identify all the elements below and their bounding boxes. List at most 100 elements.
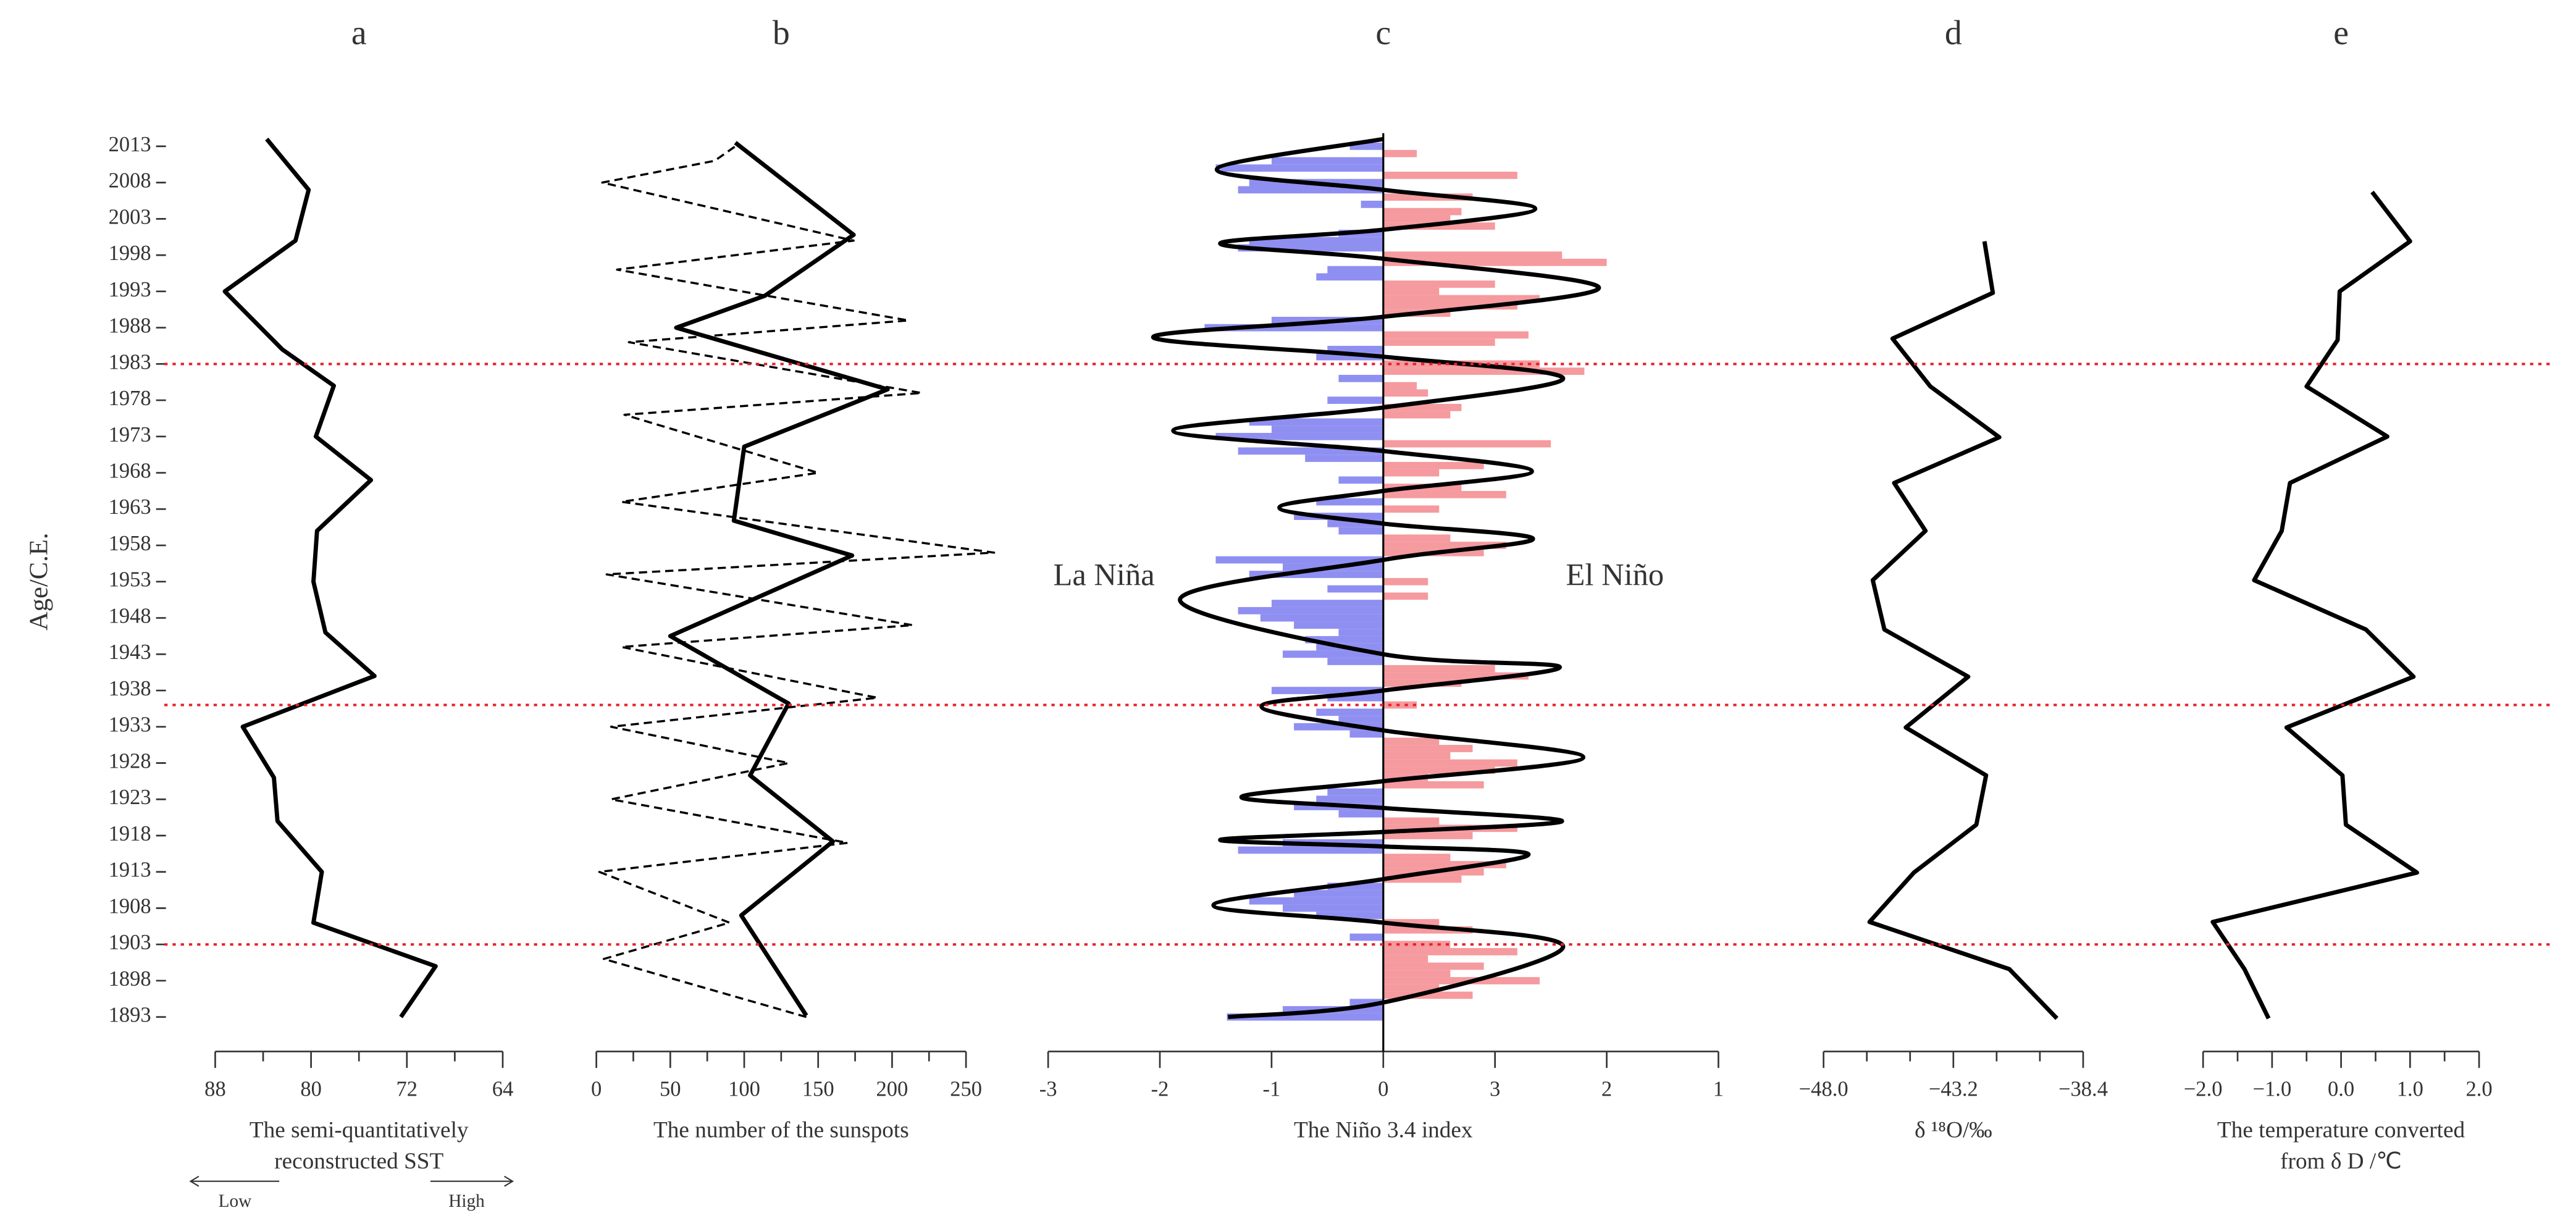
bar — [1249, 237, 1383, 245]
x-axis-label: reconstructed SST — [274, 1149, 443, 1174]
bar — [1383, 984, 1440, 992]
bar — [1383, 367, 1585, 375]
y-tick-label: 1918 — [109, 822, 151, 845]
bar — [1383, 280, 1495, 288]
bar — [1349, 933, 1383, 941]
bar — [1271, 157, 1383, 165]
bar — [1294, 621, 1383, 629]
bar — [1349, 730, 1383, 738]
bar — [1383, 875, 1462, 883]
bar — [1249, 897, 1383, 905]
bar — [1338, 629, 1383, 636]
y-tick-label: 1968 — [109, 459, 151, 483]
bar — [1383, 490, 1506, 498]
bar — [1383, 948, 1517, 955]
bar — [1383, 832, 1473, 839]
bar — [1327, 345, 1383, 353]
x-tick-label: 88 — [204, 1077, 226, 1101]
bar — [1383, 991, 1473, 999]
bar — [1383, 854, 1451, 862]
bar — [1294, 723, 1383, 731]
bar — [1238, 244, 1383, 252]
direction-label: Low — [219, 1191, 252, 1211]
y-tick-label: 1898 — [109, 967, 151, 991]
arrow — [430, 1175, 514, 1187]
bar — [1282, 650, 1383, 658]
bar — [1383, 208, 1462, 216]
bar — [1316, 708, 1383, 716]
bar — [1327, 883, 1383, 891]
bar — [1316, 498, 1383, 506]
bar — [1316, 353, 1383, 361]
x-axis-label: from δ D /℃ — [2280, 1149, 2402, 1174]
series-line — [2210, 190, 2419, 1020]
series-line — [1867, 241, 2059, 1020]
bar — [1383, 411, 1451, 419]
bar — [1327, 788, 1383, 796]
bar — [1238, 186, 1383, 194]
x-tick-label: −1.0 — [2253, 1077, 2292, 1101]
bar — [1383, 338, 1495, 346]
bar — [1361, 200, 1383, 208]
bar — [1204, 324, 1383, 332]
bar — [1227, 1013, 1383, 1021]
bar — [1215, 432, 1383, 440]
bar — [1305, 455, 1383, 462]
bar — [1327, 519, 1383, 527]
bar — [1271, 600, 1383, 607]
x-tick-label: −48.0 — [1799, 1077, 1848, 1101]
bar — [1383, 505, 1440, 513]
y-tick-label: 1913 — [109, 858, 151, 882]
series-line — [598, 145, 996, 1018]
y-tick-label: 1963 — [109, 495, 151, 519]
y-tick-label: 2003 — [109, 205, 151, 229]
y-tick-label: 1988 — [109, 314, 151, 338]
bar — [1260, 614, 1383, 622]
x-axis-label: δ ¹⁸O/‰ — [1915, 1117, 1992, 1143]
bar — [1338, 810, 1383, 818]
bar — [1238, 447, 1383, 455]
bar — [1383, 817, 1440, 825]
bar — [1383, 955, 1429, 963]
bar — [1383, 962, 1484, 970]
x-tick-label: 150 — [802, 1077, 834, 1101]
bar — [1215, 556, 1383, 564]
bar — [1383, 745, 1473, 752]
bar — [1305, 635, 1383, 644]
x-tick-label: −43.2 — [1929, 1077, 1978, 1101]
bar — [1238, 606, 1383, 614]
bar — [1271, 426, 1383, 433]
y-tick-label: 1923 — [109, 786, 151, 809]
bar — [1383, 752, 1451, 760]
y-tick-label: 1908 — [109, 894, 151, 918]
bar — [1383, 919, 1440, 926]
x-tick-label: 2.0 — [2465, 1077, 2492, 1101]
bar — [1383, 469, 1440, 477]
bar — [1383, 331, 1529, 339]
bar — [1338, 374, 1383, 382]
series-line — [1151, 136, 1601, 1020]
bar — [1383, 665, 1495, 673]
y-tick-label: 1928 — [109, 749, 151, 773]
bar — [1383, 672, 1529, 680]
x-tick-label: 200 — [876, 1077, 908, 1101]
y-tick-label: 1958 — [109, 532, 151, 555]
bar — [1383, 258, 1607, 266]
x-tick-label: 0 — [591, 1077, 602, 1101]
bar — [1327, 396, 1383, 404]
bar — [1383, 403, 1462, 411]
bar — [1282, 904, 1383, 912]
x-tick-label: 0 — [1378, 1077, 1388, 1101]
bar — [1383, 977, 1540, 984]
bar — [1383, 926, 1473, 934]
bar — [1383, 149, 1417, 157]
y-tick-label: 2008 — [109, 169, 151, 193]
x-axis-label: The temperature converted — [2217, 1117, 2465, 1143]
y-tick-label: 1903 — [109, 931, 151, 954]
x-tick-label: 2 — [1601, 1077, 1612, 1101]
x-tick-label: -1 — [1262, 1077, 1280, 1101]
x-tick-label: −38.4 — [2058, 1077, 2108, 1101]
bar — [1383, 389, 1429, 397]
bar — [1383, 193, 1473, 201]
x-tick-label: 72 — [396, 1077, 418, 1101]
